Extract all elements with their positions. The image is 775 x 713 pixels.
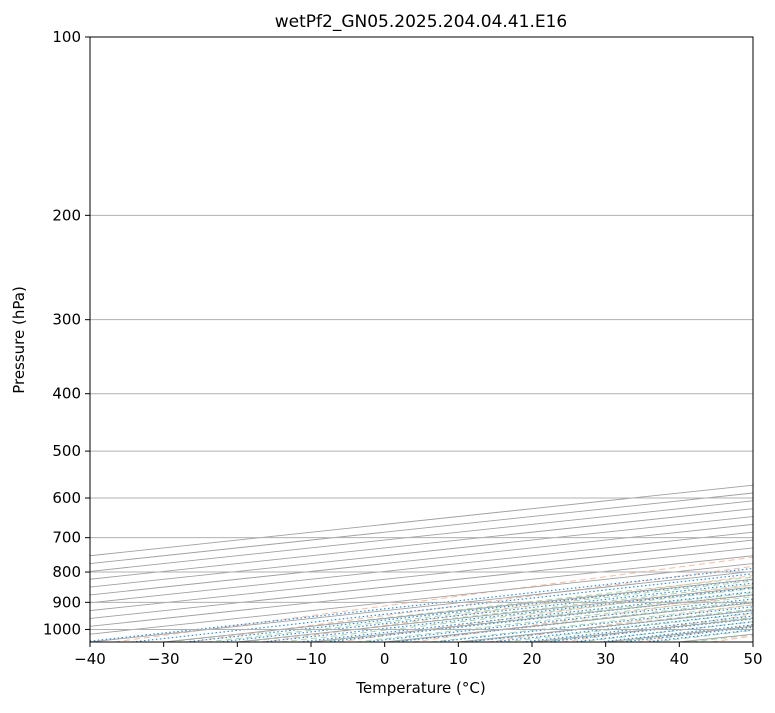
y-tick-label: 400: [52, 385, 81, 403]
y-tick-label: 600: [52, 489, 81, 507]
x-tick-label: 30: [596, 650, 615, 668]
y-tick-label: 200: [52, 206, 81, 224]
x-tick-label: −10: [295, 650, 327, 668]
chart-title: wetPf2_GN05.2025.204.04.41.E16: [275, 12, 567, 32]
y-tick-label: 700: [52, 529, 81, 547]
x-tick-label: −20: [222, 650, 254, 668]
y-tick-label: 900: [52, 593, 81, 611]
x-tick-label: 40: [670, 650, 689, 668]
x-tick-label: −30: [148, 650, 180, 668]
y-tick-label: 800: [52, 563, 81, 581]
y-axis-title: Pressure (hPa): [10, 286, 28, 394]
x-tick-label: 50: [743, 650, 762, 668]
y-tick-label: 500: [52, 442, 81, 460]
x-tick-label: 10: [449, 650, 468, 668]
x-tick-label: 0: [380, 650, 390, 668]
y-tick-label: 100: [52, 28, 81, 46]
x-tick-label: −40: [74, 650, 106, 668]
x-tick-label: 20: [522, 650, 541, 668]
x-axis-title: Temperature (°C): [355, 679, 485, 697]
y-tick-label: 1000: [43, 620, 81, 638]
y-tick-label: 300: [52, 311, 81, 329]
